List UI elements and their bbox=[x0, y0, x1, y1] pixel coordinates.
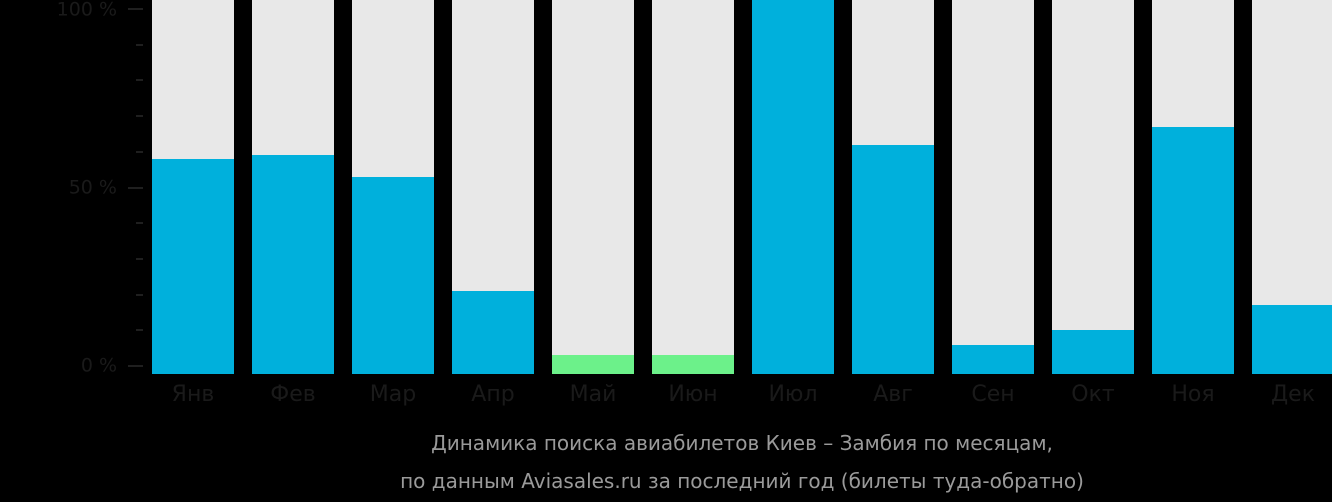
x-label: Авг bbox=[873, 382, 913, 407]
y-label-50: 50 % bbox=[68, 176, 117, 199]
x-label: Июл bbox=[768, 382, 818, 407]
x-label: Фев bbox=[270, 382, 316, 407]
bar-fill bbox=[952, 344, 1034, 374]
bar-5 bbox=[552, 0, 634, 374]
bar-fill bbox=[1252, 305, 1332, 374]
y-minor-tick bbox=[136, 79, 143, 82]
y-minor-tick bbox=[136, 43, 143, 46]
bar-10 bbox=[1052, 0, 1134, 374]
y-minor-tick bbox=[136, 329, 143, 332]
bar-fill bbox=[852, 144, 934, 374]
bar-2 bbox=[252, 0, 334, 374]
x-label: Май bbox=[569, 382, 617, 407]
bar-fill bbox=[752, 0, 834, 374]
chart-caption-line-1: Динамика поиска авиабилетов Киев – Замби… bbox=[431, 431, 1053, 455]
bar-3 bbox=[352, 0, 434, 374]
bar-9 bbox=[952, 0, 1034, 374]
x-label: Июн bbox=[668, 382, 718, 407]
bar-fill bbox=[1152, 126, 1234, 374]
bar-fill bbox=[1052, 330, 1134, 374]
bar-4 bbox=[452, 0, 534, 374]
bar-7 bbox=[752, 0, 834, 374]
y-label-100: 100 % bbox=[56, 0, 117, 21]
bar-12 bbox=[1252, 0, 1332, 374]
y-minor-tick bbox=[136, 115, 143, 118]
bar-1 bbox=[152, 0, 234, 374]
bar-8 bbox=[852, 0, 934, 374]
bar-fill bbox=[652, 355, 734, 374]
bar-fill bbox=[452, 291, 534, 374]
x-label: Дек bbox=[1270, 382, 1315, 407]
y-label-0: 0 % bbox=[80, 354, 117, 377]
bar-6 bbox=[652, 0, 734, 374]
y-major-tick bbox=[128, 365, 143, 367]
x-label: Янв bbox=[171, 382, 215, 407]
x-label: Апр bbox=[471, 382, 515, 407]
y-major-tick bbox=[128, 186, 143, 189]
y-major-tick bbox=[128, 8, 143, 10]
x-label: Ноя bbox=[1171, 382, 1215, 407]
chart-caption-line-2: по данным Aviasales.ru за последний год … bbox=[400, 469, 1084, 493]
y-minor-tick bbox=[136, 150, 143, 153]
y-minor-tick bbox=[136, 222, 143, 225]
bar-fill bbox=[352, 176, 434, 374]
bar-fill bbox=[152, 158, 234, 374]
x-label: Окт bbox=[1071, 382, 1115, 407]
x-label: Сен bbox=[971, 382, 1015, 407]
bar-11 bbox=[1152, 0, 1234, 374]
bar-fill bbox=[252, 155, 334, 374]
y-minor-tick bbox=[136, 257, 143, 260]
x-label: Мар bbox=[369, 382, 417, 407]
y-minor-tick bbox=[136, 293, 143, 296]
bar-fill bbox=[552, 355, 634, 374]
